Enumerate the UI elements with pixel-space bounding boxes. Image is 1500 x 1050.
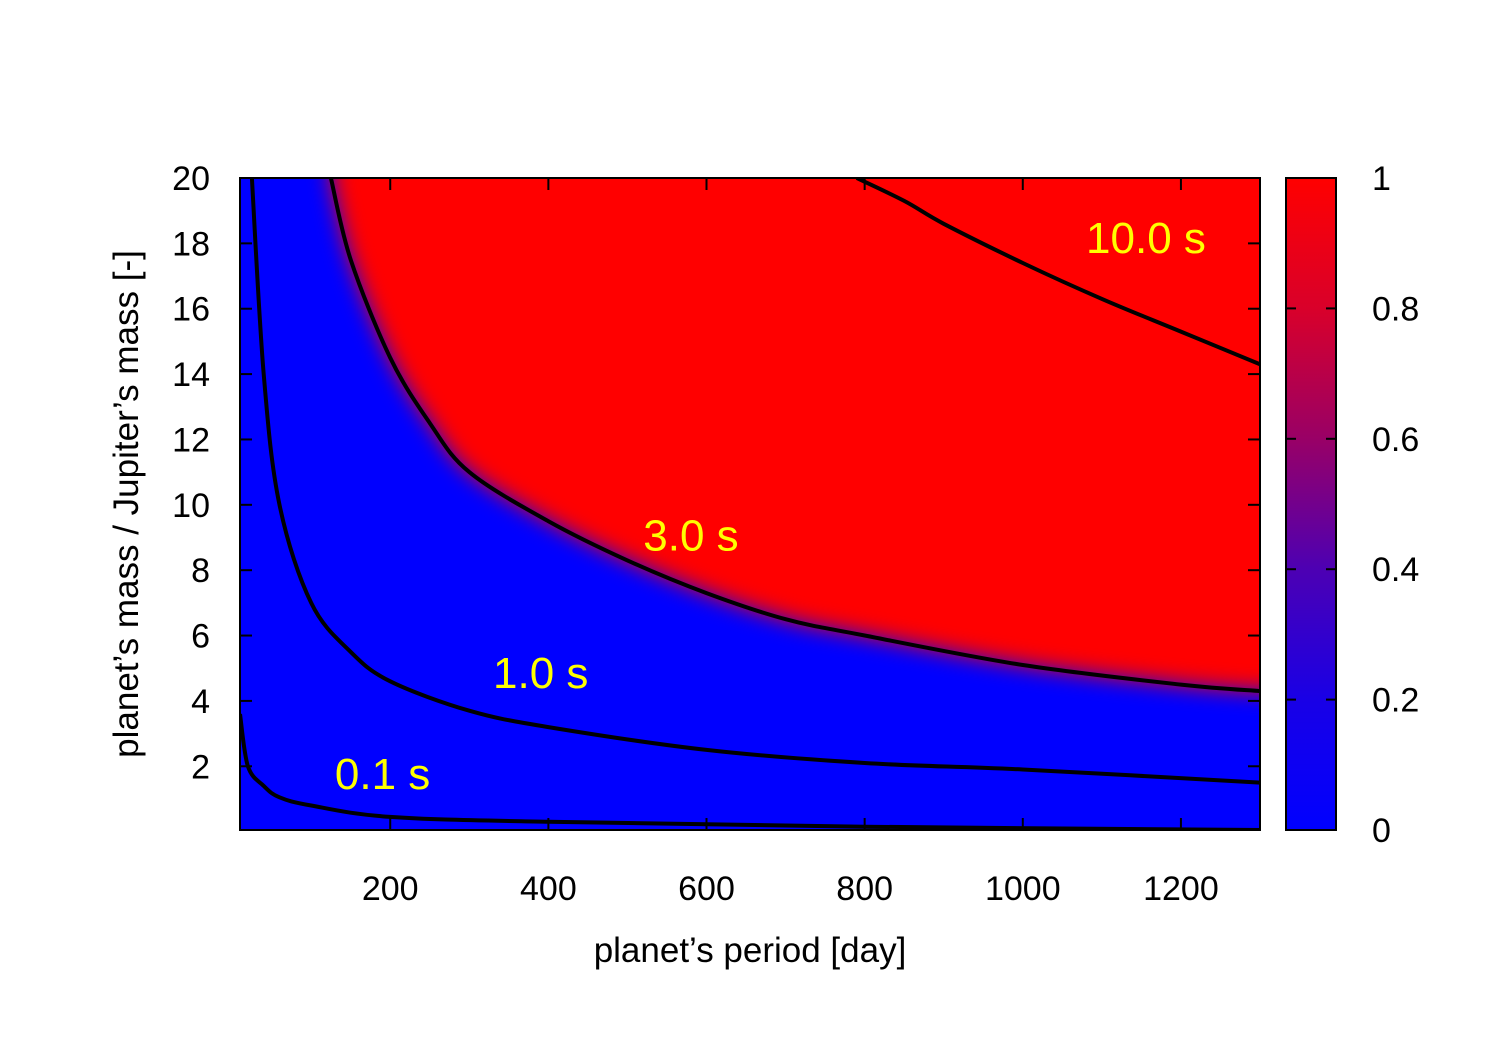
contour-line-1 [249,178,1260,785]
cbar-tick-label: 0.6 [1372,421,1419,459]
contour-label-1: 1.0 s [493,649,588,698]
x-tick-label: 200 [362,870,419,908]
x-tick-label: 600 [678,870,735,908]
cbar-tick-label: 0.2 [1372,682,1419,720]
y-tick-label: 10 [172,487,210,525]
y-tick-label: 4 [191,683,210,721]
x-axis: 200 400 600 800 1000 1200 [362,178,1219,908]
y-axis: 2 4 6 8 10 12 14 16 18 20 [172,160,1260,786]
cbar-tick-label: 1 [1372,160,1391,198]
contour-line-2 [328,178,1260,694]
contour-labels: 0.1 s 1.0 s 3.0 s 10.0 s [335,214,1206,799]
y-tick-label: 12 [172,421,210,459]
heatmap-region-high [330,178,1260,692]
colorbar: 0 0.2 0.4 0.6 0.8 1 [1285,160,1419,850]
contour-line-3 [855,178,1260,367]
y-tick-label: 18 [172,225,210,263]
cbar-tick-label: 0.4 [1372,551,1419,589]
contour-lines [240,178,1260,830]
y-tick-label: 6 [191,618,210,656]
y-tick-label: 14 [172,356,210,394]
colorbar-gradient [1285,177,1337,831]
x-tick-label: 1200 [1143,870,1219,908]
contour-label-3: 10.0 s [1086,214,1206,263]
colorbar-ticks: 0 0.2 0.4 0.6 0.8 1 [1286,160,1419,850]
y-tick-label: 8 [191,552,210,590]
y-tick-label: 16 [172,291,210,329]
cbar-tick-label: 0 [1372,812,1391,850]
contour-line-0 [240,713,1260,830]
x-tick-label: 1000 [985,870,1061,908]
cbar-tick-label: 0.8 [1372,290,1419,328]
x-tick-label: 800 [836,870,893,908]
contour-label-2: 3.0 s [643,512,738,561]
y-tick-label: 2 [191,748,210,786]
y-axis-title: planet’s mass / Jupiter’s mass [-] [107,250,146,758]
x-axis-title: planet’s period [day] [594,931,907,970]
y-tick-label: 20 [172,160,210,198]
plot-area [240,178,1260,830]
x-tick-label: 400 [520,870,577,908]
contour-label-0: 0.1 s [335,750,430,799]
